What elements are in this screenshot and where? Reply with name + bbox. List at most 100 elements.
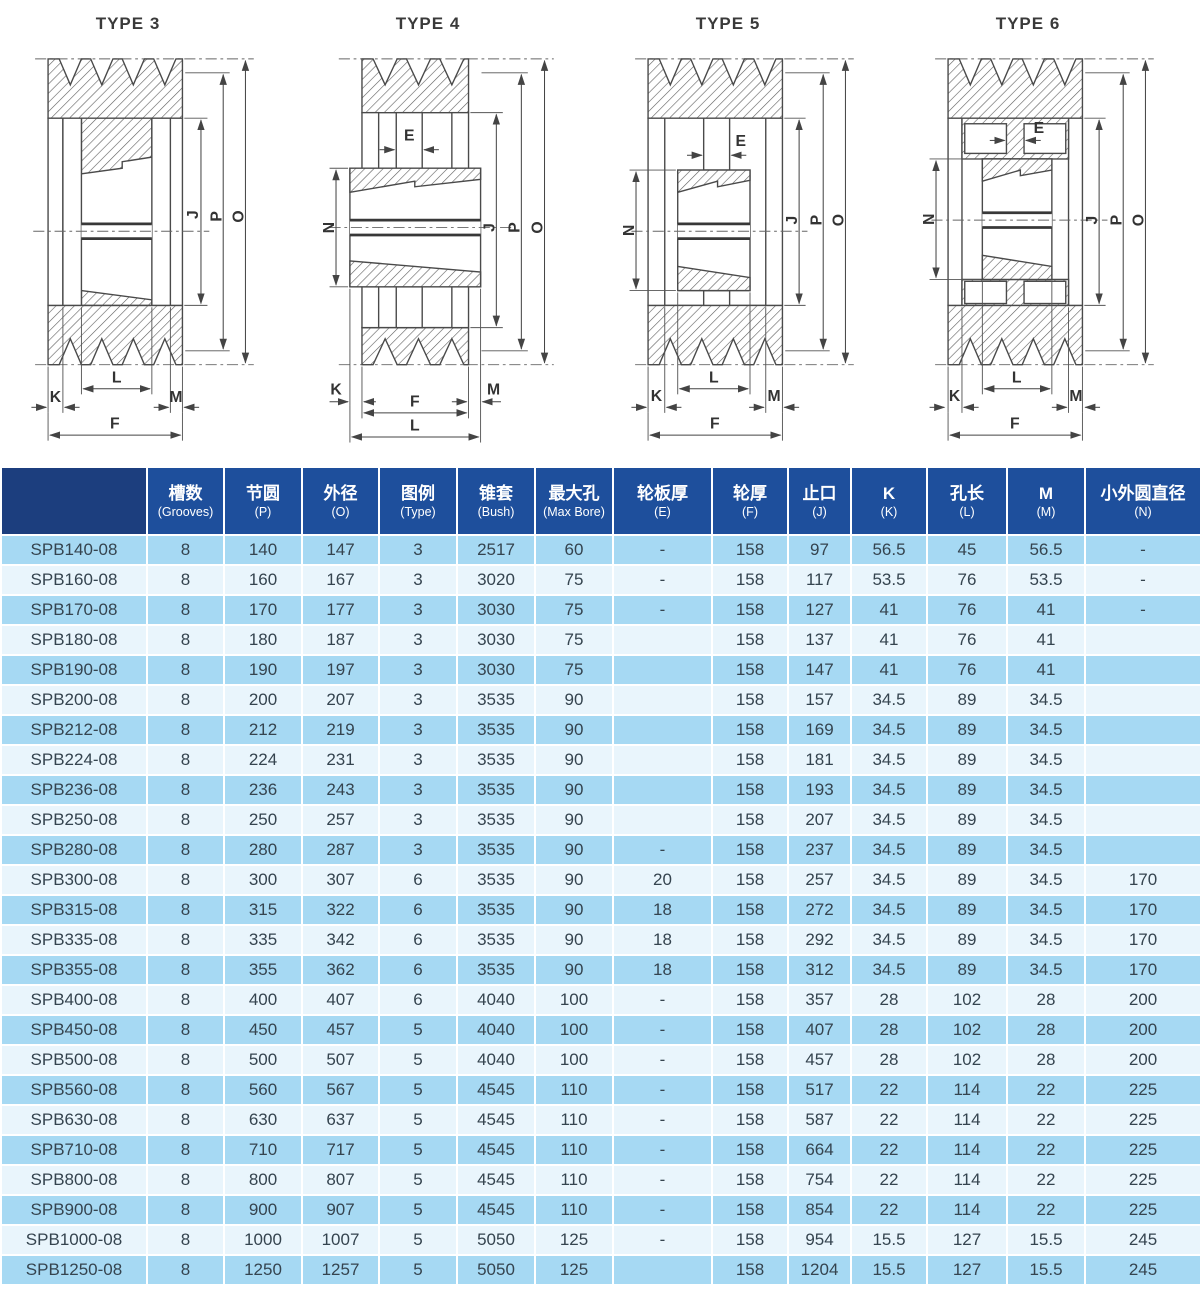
value-cell: 158 bbox=[711, 1164, 789, 1196]
value-cell: 8 bbox=[146, 1014, 225, 1046]
value-cell: 250 bbox=[223, 804, 303, 836]
value-cell: - bbox=[612, 1074, 713, 1106]
value-cell: 110 bbox=[534, 1074, 614, 1106]
value-cell: 8 bbox=[146, 894, 225, 926]
value-cell bbox=[612, 774, 713, 806]
table-row: SPB300-08 8 300 307 6 3535 90 20 158 257 34.5 89 34.… bbox=[0, 864, 1200, 896]
dimension-k: K bbox=[31, 307, 80, 413]
rim-grooves-top bbox=[361, 58, 470, 114]
value-cell: 180 bbox=[223, 624, 303, 656]
value-cell bbox=[612, 1254, 713, 1286]
value-cell: 312 bbox=[787, 954, 852, 986]
header-row: 槽数 (Grooves) 节圆 (P) 外径 (O) 图例 (Type) 锥套 (Bush) 最大孔… bbox=[0, 466, 1200, 536]
header-cell: 孔长 (L) bbox=[926, 466, 1008, 536]
value-cell: 400 bbox=[223, 984, 303, 1016]
value-cell: 28 bbox=[1006, 984, 1086, 1016]
value-cell: 357 bbox=[787, 984, 852, 1016]
model-cell: SPB300-08 bbox=[0, 864, 148, 896]
value-cell: 3030 bbox=[456, 654, 536, 686]
table-row: SPB236-08 8 236 243 3 3535 90 158 193 34.5 89 34.5 bbox=[0, 774, 1200, 806]
value-cell: 147 bbox=[787, 654, 852, 686]
value-cell: 15.5 bbox=[1006, 1254, 1086, 1286]
value-cell: 3 bbox=[378, 624, 458, 656]
dimension-p: P bbox=[785, 72, 830, 352]
value-cell: - bbox=[612, 1104, 713, 1136]
dimension-o: O bbox=[831, 59, 850, 364]
side-wall-right bbox=[765, 117, 784, 307]
table-row: SPB200-08 8 200 207 3 3535 90 158 157 34.5 89 34.5 bbox=[0, 684, 1200, 716]
value-cell: 158 bbox=[711, 924, 789, 956]
value-cell: 355 bbox=[223, 954, 303, 986]
value-cell: 224 bbox=[223, 744, 303, 776]
value-cell bbox=[1084, 744, 1200, 776]
model-cell: SPB335-08 bbox=[0, 924, 148, 956]
hub-hatch-lower bbox=[677, 265, 751, 292]
dim-label-j: J bbox=[784, 216, 801, 225]
value-cell: 717 bbox=[301, 1134, 380, 1166]
value-cell: 89 bbox=[926, 804, 1008, 836]
value-cell: - bbox=[612, 1134, 713, 1166]
value-cell: 158 bbox=[711, 1014, 789, 1046]
value-cell: 3535 bbox=[456, 924, 536, 956]
value-cell: 6 bbox=[378, 894, 458, 926]
value-cell: 3 bbox=[378, 564, 458, 596]
value-cell: 8 bbox=[146, 564, 225, 596]
value-cell: 22 bbox=[1006, 1104, 1086, 1136]
value-cell: 225 bbox=[1084, 1164, 1200, 1196]
value-cell: 34.5 bbox=[850, 714, 928, 746]
dim-label-n: N bbox=[921, 214, 938, 225]
rim-grooves-bottom bbox=[361, 326, 470, 366]
header-cell: 节圆 (P) bbox=[223, 466, 303, 536]
value-cell: 158 bbox=[711, 654, 789, 686]
value-cell: 6 bbox=[378, 954, 458, 986]
dimension-o: O bbox=[231, 59, 250, 364]
value-cell: 315 bbox=[223, 894, 303, 926]
table-row: SPB140-08 8 140 147 3 2517 60-158 97 56.5 45 56.5- bbox=[0, 534, 1200, 566]
value-cell: 76 bbox=[926, 654, 1008, 686]
value-cell: 158 bbox=[711, 984, 789, 1016]
value-cell: 34.5 bbox=[1006, 804, 1086, 836]
value-cell: 181 bbox=[787, 744, 852, 776]
value-cell: 169 bbox=[787, 714, 852, 746]
dim-label-o: O bbox=[831, 214, 848, 226]
value-cell: 158 bbox=[711, 594, 789, 626]
dim-label-j: J bbox=[1084, 216, 1101, 225]
value-cell: 237 bbox=[787, 834, 852, 866]
value-cell: 41 bbox=[850, 624, 928, 656]
value-cell bbox=[1084, 624, 1200, 656]
diagram-type-6: TYPE 6 bbox=[900, 0, 1200, 466]
hub-hatch-upper bbox=[349, 167, 482, 194]
value-cell: 89 bbox=[926, 774, 1008, 806]
diagram-title: TYPE 6 bbox=[995, 14, 1061, 33]
value-cell: 587 bbox=[787, 1104, 852, 1136]
value-cell: 15.5 bbox=[1006, 1224, 1086, 1256]
value-cell: 3030 bbox=[456, 624, 536, 656]
hub-hatch-lower bbox=[80, 289, 153, 307]
value-cell: 56.5 bbox=[850, 534, 928, 566]
rim-grooves-bottom bbox=[647, 304, 784, 366]
dim-label-o: O bbox=[1131, 214, 1148, 226]
value-cell: 34.5 bbox=[1006, 894, 1086, 926]
value-cell: 1257 bbox=[301, 1254, 380, 1286]
dimension-f: F bbox=[647, 412, 783, 441]
value-cell: 207 bbox=[301, 684, 380, 716]
value-cell bbox=[612, 654, 713, 686]
value-cell: 34.5 bbox=[1006, 864, 1086, 896]
web-cutout-lower-left bbox=[964, 280, 1008, 305]
value-cell bbox=[1084, 684, 1200, 716]
rim-grooves-top bbox=[947, 58, 1084, 119]
rim-grooves-top bbox=[47, 58, 184, 119]
value-cell: 34.5 bbox=[850, 684, 928, 716]
model-cell: SPB250-08 bbox=[0, 804, 148, 836]
value-cell: 28 bbox=[850, 1044, 928, 1076]
value-cell: 4040 bbox=[456, 984, 536, 1016]
value-cell: 8 bbox=[146, 594, 225, 626]
value-cell: 4545 bbox=[456, 1104, 536, 1136]
value-cell: 8 bbox=[146, 1194, 225, 1226]
table-row: SPB560-08 8 560 567 5 4545 110-158 517 22 114 22 22… bbox=[0, 1074, 1200, 1106]
value-cell: 212 bbox=[223, 714, 303, 746]
dim-label-m: M bbox=[768, 388, 781, 405]
value-cell: 322 bbox=[301, 894, 380, 926]
value-cell: 34.5 bbox=[1006, 954, 1086, 986]
value-cell: 53.5 bbox=[850, 564, 928, 596]
